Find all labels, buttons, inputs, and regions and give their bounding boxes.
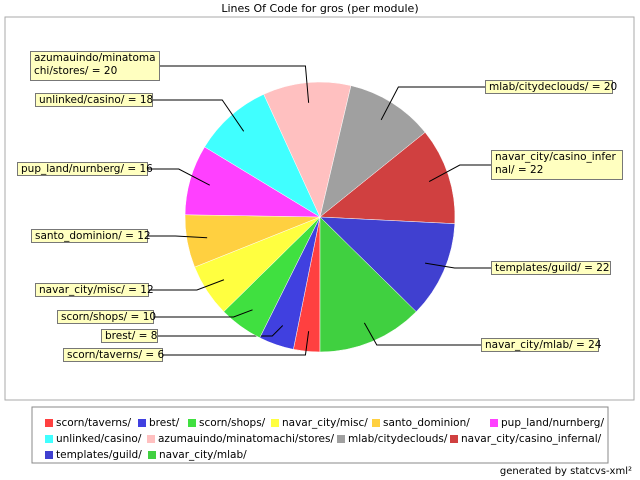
legend-label: navar_city/misc/	[282, 417, 368, 429]
legend-label: brest/	[149, 417, 180, 429]
leader-line	[148, 235, 208, 239]
slice-label: azumauindo/minatomachi/stores/ = 20	[30, 51, 160, 81]
pie-slice	[319, 131, 456, 224]
legend-swatch	[45, 419, 53, 427]
legend-label: azumauindo/minatomachi/stores/	[158, 433, 334, 445]
slice-label: scorn/shops/ = 10	[57, 310, 156, 324]
legend-label: santo_dominion/	[383, 417, 470, 429]
leader-line	[425, 262, 491, 269]
legend-frame	[31, 406, 609, 464]
leader-line	[380, 86, 485, 121]
legend-swatch	[45, 435, 53, 443]
legend-swatch	[337, 435, 345, 443]
pie-slice	[204, 93, 321, 218]
legend-label: mlab/citydeclouds/	[348, 433, 448, 445]
legend-label: templates/guild/	[56, 449, 142, 461]
legend-label: unlinked/casino/	[56, 433, 142, 445]
legend-label: scorn/shops/	[199, 417, 266, 429]
legend-swatch	[450, 435, 458, 443]
slice-label: scorn/taverns/ = 6	[63, 348, 164, 362]
pie-slice	[319, 216, 456, 313]
legend-swatch	[271, 419, 279, 427]
leader-line	[158, 325, 284, 337]
pie-slice	[319, 85, 426, 218]
slice-label: unlinked/casino/ = 18	[35, 93, 153, 107]
legend-swatch	[45, 451, 53, 459]
footer: generated by statcvs-xml²	[500, 466, 632, 477]
slice-label: mlab/citydeclouds/ = 20	[485, 80, 617, 94]
leader-line	[153, 99, 245, 132]
chart-title: Lines Of Code for gros (per module)	[221, 2, 418, 15]
legend-swatch	[188, 419, 196, 427]
legend-label: pup_land/nurnberg/	[501, 417, 604, 429]
slice-label: brest/ = 8	[101, 329, 158, 343]
legend-label: navar_city/casino_infernal/	[461, 433, 602, 445]
leader-line	[363, 322, 481, 346]
pie-slice	[319, 216, 417, 353]
leader-line	[149, 279, 225, 291]
slice-label: templates/guild/ = 22	[491, 261, 611, 275]
slice-label: navar_city/mlab/ = 24	[481, 338, 601, 352]
leader-line	[428, 164, 491, 182]
leader-line	[160, 65, 310, 103]
slice-label: pup_land/nurnberg/ = 16	[17, 162, 153, 176]
leader-line	[154, 309, 253, 318]
slice-label: navar_city/misc/ = 12	[35, 283, 154, 297]
legend-label: navar_city/mlab/	[159, 449, 247, 461]
legend-swatch	[372, 419, 380, 427]
legend-label: scorn/taverns/	[56, 417, 131, 429]
legend-swatch	[148, 451, 156, 459]
legend-swatch	[490, 419, 498, 427]
slice-label: navar_city/casino_infernal/ = 22	[491, 150, 623, 180]
leader-line	[163, 331, 310, 356]
legend-swatch	[147, 435, 155, 443]
legend-swatch	[138, 419, 146, 427]
leader-line	[148, 168, 210, 186]
slice-label: santo_dominion/ = 12	[31, 229, 151, 243]
